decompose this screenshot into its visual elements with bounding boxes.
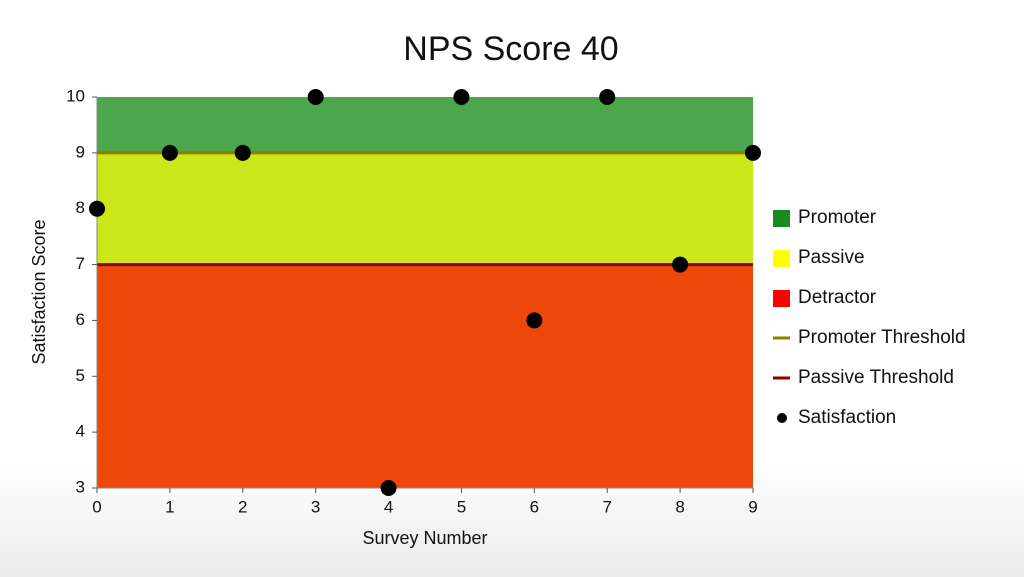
legend-swatch <box>773 210 790 227</box>
y-tick-label: 10 <box>66 86 85 105</box>
data-point <box>745 144 761 161</box>
x-tick-label: 9 <box>748 497 757 516</box>
legend-label: Passive Threshold <box>798 367 954 388</box>
x-tick-label: 8 <box>675 497 684 516</box>
y-tick-label: 5 <box>76 366 85 385</box>
data-point <box>307 89 324 105</box>
data-point <box>672 256 689 273</box>
y-tick-label: 7 <box>76 254 85 273</box>
data-point <box>453 89 470 105</box>
data-point <box>526 312 543 329</box>
plot-area <box>96 97 753 489</box>
y-tick-label: 8 <box>76 198 85 217</box>
band <box>97 97 753 153</box>
data-point <box>89 200 105 217</box>
band <box>97 152 753 265</box>
x-tick-label: 7 <box>602 497 611 516</box>
legend-label: Promoter Threshold <box>798 327 966 348</box>
band <box>97 264 753 488</box>
data-point <box>161 144 178 161</box>
x-tick-label: 5 <box>457 497 466 516</box>
x-tick-label: 3 <box>311 497 320 516</box>
x-axis-label: Survey Number <box>362 528 487 548</box>
y-tick-label: 4 <box>76 422 85 441</box>
x-tick-label: 6 <box>530 497 539 516</box>
legend-label: Promoter <box>798 207 877 228</box>
data-point <box>599 89 616 105</box>
x-tick-label: 1 <box>165 497 174 516</box>
legend-label: Detractor <box>798 287 877 308</box>
legend-swatch <box>777 413 787 423</box>
y-axis-label: Satisfaction Score <box>29 219 49 364</box>
legend-swatch <box>773 290 790 307</box>
y-tick-label: 6 <box>76 310 85 329</box>
x-tick-label: 0 <box>92 497 101 516</box>
x-tick-label: 4 <box>384 497 393 516</box>
chart-title: NPS Score 40 <box>403 30 618 68</box>
legend-label: Satisfaction <box>798 407 896 428</box>
legend-swatch <box>773 250 790 267</box>
data-point <box>234 144 251 161</box>
x-tick-label: 2 <box>238 497 247 516</box>
data-point <box>380 480 397 496</box>
y-tick-label: 3 <box>76 477 85 496</box>
y-tick-label: 9 <box>76 142 85 161</box>
legend-label: Passive <box>798 247 865 268</box>
